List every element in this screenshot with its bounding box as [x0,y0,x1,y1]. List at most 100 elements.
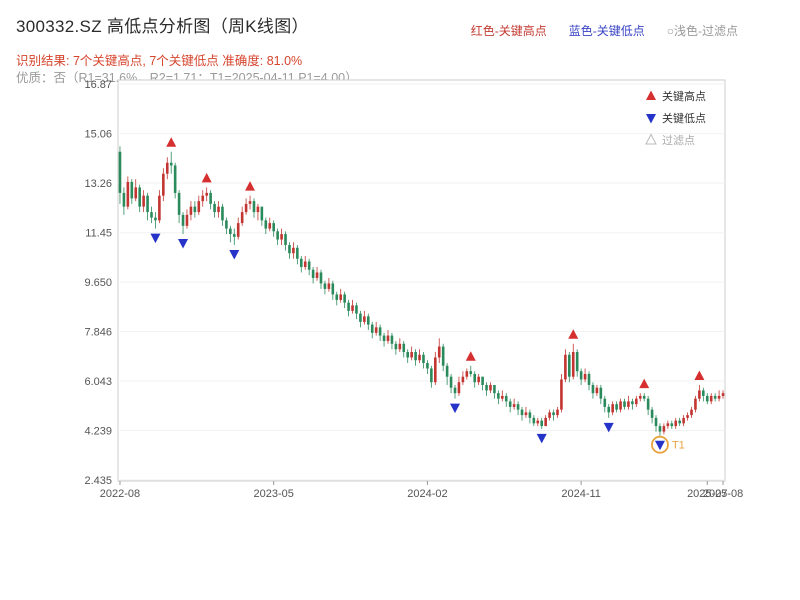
legend-marker-down-triangle [646,114,656,124]
candle-body [418,354,421,361]
candle-body [587,373,591,385]
candle-body [497,393,500,399]
candle-body [623,401,626,407]
candle-body [532,417,536,424]
candle-body [126,181,130,207]
recognition-result: 识别结果: 7个关键高点, 7个关键低点 准确度: 81.0% [16,54,303,68]
candle-body [154,217,157,221]
candles [118,146,725,436]
candle-body [303,261,307,267]
candle-body [252,201,256,213]
candle-body [658,426,662,432]
candle-body [461,376,465,383]
page-title: 300332.SZ 高低点分析图（周K线图） [16,17,309,36]
t1-circle [651,435,669,454]
low-markers [150,233,665,451]
candle-body [493,384,496,394]
candle-body [457,382,461,394]
candle-body [713,395,717,399]
key-high-marker [465,351,476,361]
candle-body [441,346,445,366]
candle-body [481,376,484,385]
key-low-marker [536,433,547,444]
candle-body [256,206,260,213]
candle-body [173,165,177,193]
candle-body [217,206,220,213]
candle-body [319,272,323,284]
candle-body [236,223,240,237]
candle-body [118,151,122,193]
key-low-marker [150,233,161,244]
x-tick-label: 2024-11 [561,488,601,500]
candle-body [422,354,425,363]
candle-body [169,162,173,166]
candle-body [138,187,141,207]
candle-body [524,412,528,416]
candle-body [698,390,701,399]
candle-body [335,294,339,300]
candle-body [232,234,236,237]
candle-body [568,354,571,377]
candle-body [552,412,555,416]
candle-body [595,387,599,394]
candle-body [536,420,540,424]
candle-body [244,203,248,213]
candle-body [150,212,153,218]
candle-body [501,395,504,399]
candle-body [504,395,508,402]
y-tick-label: 6.043 [84,376,112,388]
candle-body [599,387,603,399]
candle-body [666,423,670,427]
candle-body [615,404,618,410]
candle-body [564,354,567,380]
candle-body [307,261,311,270]
candle-body [264,220,268,229]
candle-body [453,387,457,394]
candle-body [185,214,189,226]
candle-body [193,206,197,213]
x-tick-label: 2025-08 [703,488,743,500]
legend-marker-up-triangle [646,90,656,100]
candle-body [165,162,169,174]
candle-body [646,398,650,410]
y-tick-label: 9.650 [84,277,112,289]
candle-body [556,409,559,416]
candle-body [670,423,674,427]
top-legend-item-filtered: ○浅色-过滤点 [666,24,738,38]
candle-body [694,398,697,410]
key-low-marker [178,239,189,249]
x-tick-label: 2022-08 [100,488,140,500]
candle-body [406,352,410,358]
candle-body [426,362,429,369]
candle-body [327,283,331,289]
y-tick-label: 13.26 [84,178,112,190]
candle-body [528,412,532,418]
candle-body [520,409,524,416]
candle-body [583,373,587,380]
x-tick-label: 2023-05 [254,488,294,500]
candle-body [248,201,252,204]
candle-body [311,269,315,278]
candle-body [221,206,224,221]
candle-body [473,373,477,383]
candle-body [370,324,374,333]
legend-label: 过滤点 [662,134,695,147]
candle-body [469,371,473,374]
candle-body [299,258,303,267]
candle-body [560,379,563,410]
key-low-marker [654,440,665,451]
candle-body [197,201,201,213]
key-high-marker [694,370,705,380]
candle-body [284,234,287,246]
legend-marker-up-triangle-outline [645,133,657,145]
candle-body [682,417,685,424]
candle-body [323,283,327,289]
candle-body [445,365,449,377]
candle-body [378,327,382,336]
candle-body [260,206,264,221]
candle-body [363,316,366,322]
top-legend-item-low: 蓝色-关键低点 [568,24,645,38]
candle-body [575,352,579,372]
key-high-marker [568,329,579,339]
